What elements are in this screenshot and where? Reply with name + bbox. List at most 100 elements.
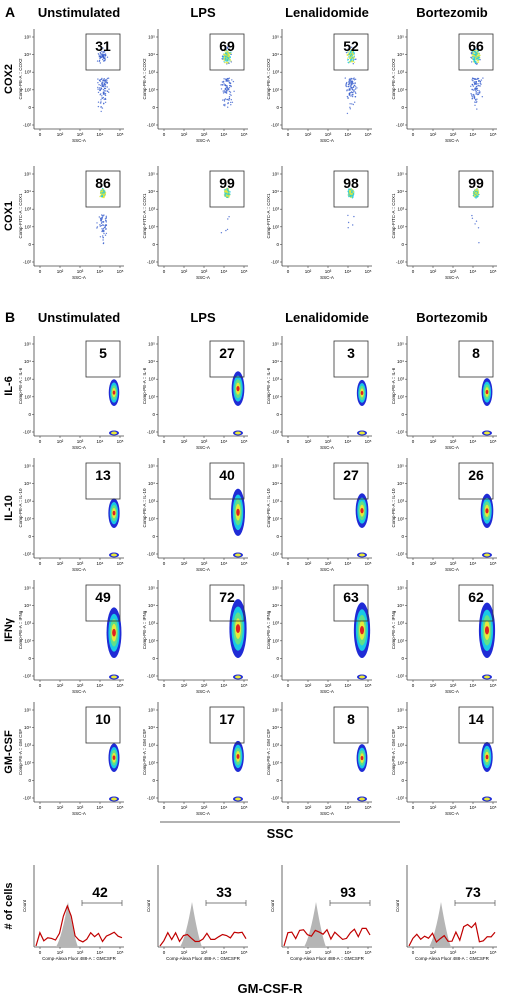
x-tick-label: 10⁴ bbox=[345, 683, 352, 688]
y-tick-label: -10² bbox=[271, 430, 280, 435]
event-dot bbox=[231, 101, 234, 104]
event-dot bbox=[100, 222, 103, 224]
y-axis-label: Comp-PE-A :: IL-6 bbox=[391, 367, 396, 404]
row-label: IL-10 bbox=[3, 495, 15, 521]
y-axis-label: Count bbox=[146, 899, 151, 912]
y-axis-label: Comp-PE-A :: IL-6 bbox=[266, 367, 271, 404]
x-axis-label: SSC-A bbox=[445, 689, 459, 694]
x-tick-label: 10² bbox=[430, 683, 437, 688]
gate-box bbox=[333, 33, 369, 71]
event-dot bbox=[105, 221, 108, 223]
x-tick-label: 10⁵ bbox=[365, 805, 372, 810]
x-tick-label: 10⁵ bbox=[241, 561, 248, 566]
event-dot bbox=[474, 223, 476, 225]
x-tick-label: 10⁵ bbox=[490, 269, 497, 274]
event-dot bbox=[349, 83, 351, 85]
density-contour bbox=[112, 510, 116, 516]
event-dot bbox=[102, 242, 105, 244]
y-tick-label: -10² bbox=[396, 674, 405, 679]
event-dot bbox=[226, 80, 228, 83]
event-dot bbox=[102, 60, 105, 62]
x-axis-label: SSC-A bbox=[72, 275, 86, 280]
event-dot bbox=[346, 53, 348, 56]
event-dot bbox=[231, 79, 233, 81]
x-tick-label: 0 bbox=[412, 950, 415, 955]
x-tick-label: 10⁵ bbox=[490, 683, 497, 688]
y-axis-label: Comp-PE-A :: IL-10 bbox=[266, 488, 271, 528]
gate-percentage: 14 bbox=[468, 711, 484, 727]
y-tick-label: 10³ bbox=[148, 621, 155, 626]
x-tick-label: 10⁵ bbox=[241, 805, 248, 810]
event-dot bbox=[228, 54, 230, 56]
x-tick-label: 10⁵ bbox=[117, 132, 124, 137]
x-tick-label: 10² bbox=[181, 561, 188, 566]
x-tick-label: 0 bbox=[412, 269, 415, 274]
y-tick-label: 10⁵ bbox=[272, 172, 279, 177]
event-dot bbox=[104, 53, 107, 55]
x-tick-label: 10² bbox=[305, 805, 312, 810]
event-dot bbox=[102, 235, 104, 237]
event-dot bbox=[224, 195, 226, 197]
event-dot bbox=[223, 99, 226, 101]
x-tick-label: 10⁵ bbox=[365, 683, 372, 688]
gate-percentage: 5 bbox=[99, 345, 107, 361]
y-axis-label: Count bbox=[395, 899, 400, 912]
event-dot bbox=[228, 77, 230, 79]
event-dot bbox=[478, 242, 480, 244]
x-tick-label: 10² bbox=[430, 561, 437, 566]
gate-percentage: 17 bbox=[219, 711, 235, 727]
event-dot bbox=[104, 56, 106, 58]
density-contour bbox=[485, 508, 489, 514]
x-axis-label: SSC-A bbox=[72, 811, 86, 816]
density-contour bbox=[484, 675, 490, 679]
gate-percentage: 40 bbox=[219, 467, 235, 483]
event-dot bbox=[100, 224, 103, 227]
event-dot bbox=[349, 106, 351, 109]
event-dot bbox=[104, 87, 107, 90]
event-dot bbox=[475, 81, 477, 83]
event-dot bbox=[476, 52, 479, 54]
event-dot bbox=[477, 57, 479, 60]
event-dot bbox=[99, 225, 102, 227]
gate-percentage: 13 bbox=[95, 467, 111, 483]
event-dot bbox=[346, 95, 349, 98]
event-dot bbox=[227, 102, 229, 105]
y-axis-label: Comp-PE-A :: IFNg bbox=[391, 610, 396, 649]
y-tick-label: 10⁵ bbox=[272, 708, 279, 713]
event-dot bbox=[103, 78, 105, 80]
y-tick-label: 10² bbox=[24, 760, 31, 765]
event-dot bbox=[101, 192, 103, 194]
event-dot bbox=[350, 50, 352, 53]
density-contour bbox=[484, 553, 490, 557]
y-tick-label: 10⁵ bbox=[397, 708, 404, 713]
y-axis-label: Comp-PE-A :: IL-10 bbox=[142, 488, 147, 528]
event-dot bbox=[470, 57, 473, 59]
y-tick-label: 10⁴ bbox=[272, 725, 279, 730]
event-dot bbox=[475, 90, 477, 93]
y-tick-label: 10⁵ bbox=[24, 35, 31, 40]
density-contour bbox=[111, 553, 117, 557]
event-dot bbox=[227, 218, 229, 220]
event-dot bbox=[226, 55, 228, 57]
x-tick-label: 10⁴ bbox=[97, 805, 104, 810]
y-tick-label: 10⁵ bbox=[148, 708, 155, 713]
x-tick-label: 10⁵ bbox=[241, 269, 248, 274]
event-dot bbox=[226, 228, 229, 231]
column-header: LPS bbox=[190, 5, 216, 20]
x-axis-label: SSC-A bbox=[72, 567, 86, 572]
event-dot bbox=[230, 60, 232, 62]
y-tick-label: 0 bbox=[401, 534, 404, 539]
y-tick-label: 0 bbox=[152, 656, 155, 661]
density-contour bbox=[235, 797, 241, 801]
y-tick-label: -10² bbox=[396, 260, 405, 265]
y-tick-label: 10⁵ bbox=[24, 172, 31, 177]
x-tick-label: 10⁵ bbox=[241, 132, 248, 137]
x-tick-label: 10² bbox=[305, 132, 312, 137]
y-tick-label: 10² bbox=[272, 394, 279, 399]
x-axis-label: SSC-A bbox=[196, 567, 210, 572]
density-contour bbox=[484, 431, 490, 435]
y-tick-label: 10³ bbox=[272, 621, 279, 626]
event-dot bbox=[477, 50, 479, 52]
